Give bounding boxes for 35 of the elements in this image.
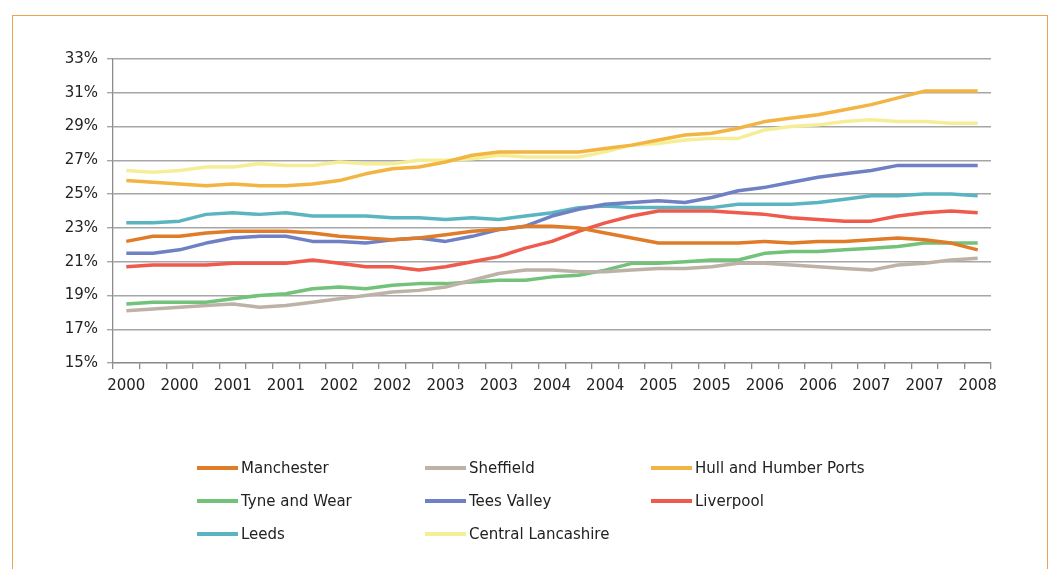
legend-label: Sheffield — [469, 458, 535, 477]
y-tick-label: 17% — [64, 319, 98, 338]
y-tick-label: 27% — [64, 150, 98, 169]
legend-label: Tyne and Wear — [241, 491, 352, 510]
legend-label: Leeds — [241, 524, 285, 543]
x-tick-label: 2007 — [852, 375, 891, 394]
legend-label: Central Lancashire — [469, 524, 610, 543]
x-tick-label: 2008 — [958, 375, 997, 394]
x-tick-label: 2003 — [426, 375, 465, 394]
x-tick-label: 2006 — [798, 375, 838, 394]
x-tick-label: 2004 — [532, 375, 572, 394]
y-tick-label: 33% — [64, 48, 98, 67]
y-tick-label: 19% — [64, 285, 98, 304]
x-tick-label: 2001 — [213, 375, 252, 394]
x-tick-label: 2006 — [745, 375, 784, 394]
x-tick-label: 2002 — [320, 375, 359, 394]
x-tick-label: 2004 — [586, 375, 625, 394]
x-tick-label: 2007 — [905, 375, 944, 394]
y-tick-label: 15% — [64, 352, 98, 371]
x-tick-label: 2005 — [639, 375, 678, 394]
legend-label: Liverpool — [695, 491, 764, 510]
x-tick-label: 2000 — [160, 375, 199, 394]
x-tick-label: 2000 — [107, 375, 146, 394]
legend-label: Tees Valley — [469, 491, 552, 510]
y-tick-label: 23% — [64, 217, 98, 236]
x-tick-label: 2002 — [373, 375, 412, 394]
y-tick-label: 31% — [64, 82, 98, 101]
legend-label: Manchester — [241, 458, 329, 477]
x-tick-label: 2005 — [692, 375, 731, 394]
y-tick-label: 21% — [64, 251, 98, 270]
y-tick-label: 29% — [64, 116, 98, 135]
y-tick-label: 25% — [64, 184, 98, 202]
legend-label: Hull and Humber Ports — [695, 458, 865, 477]
x-tick-label: 2001 — [266, 375, 306, 394]
x-tick-label: 2003 — [479, 375, 518, 394]
